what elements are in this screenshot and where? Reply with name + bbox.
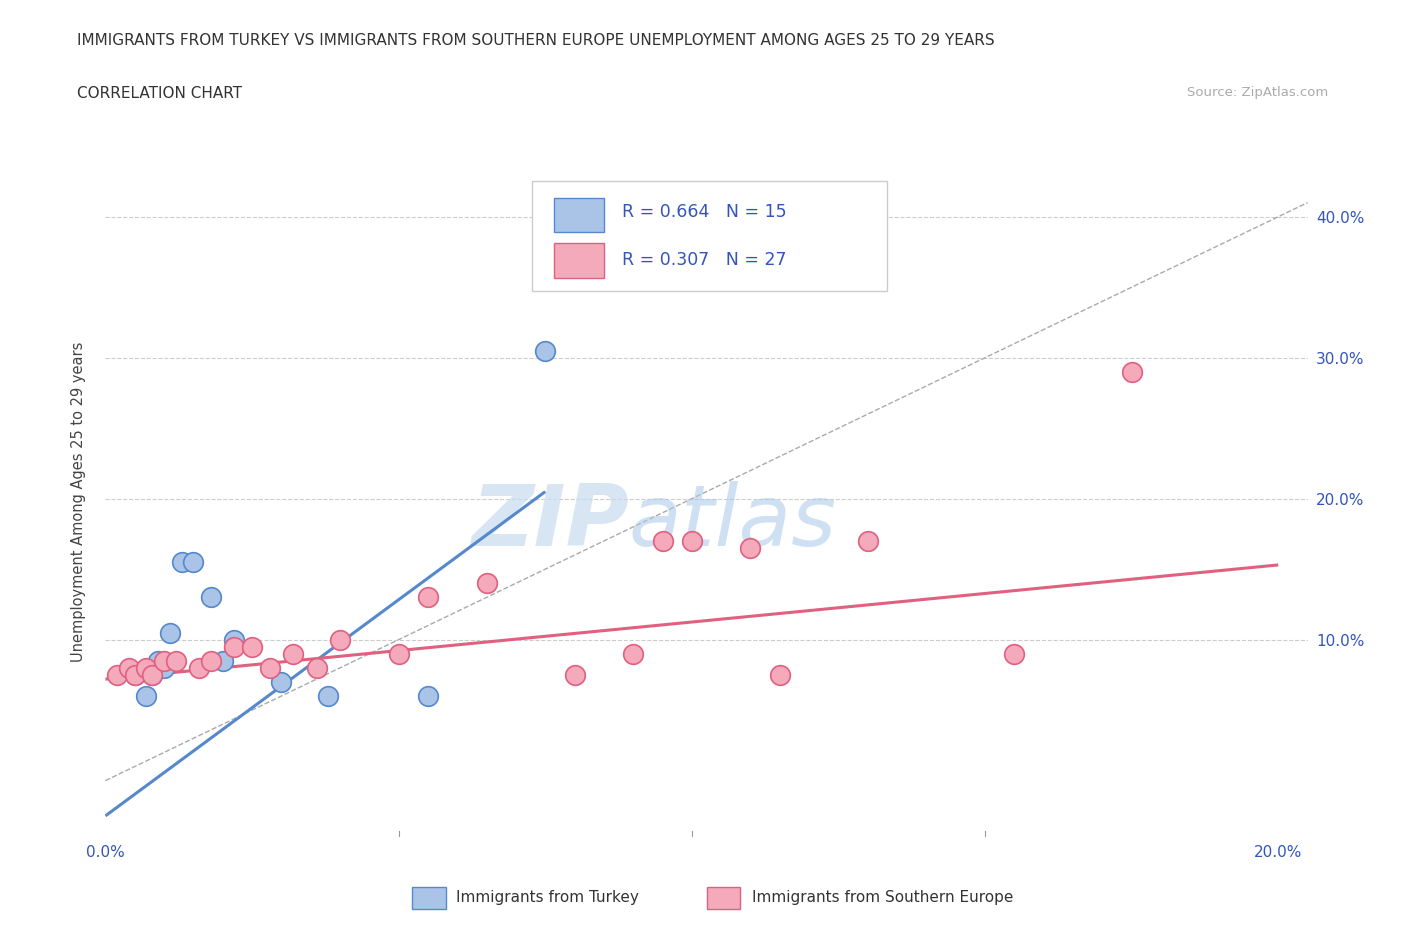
Point bbox=[153, 660, 176, 675]
Point bbox=[188, 660, 211, 675]
Point bbox=[769, 668, 792, 683]
Point bbox=[259, 660, 281, 675]
Point bbox=[200, 590, 222, 604]
Point bbox=[281, 646, 304, 661]
FancyBboxPatch shape bbox=[707, 887, 740, 909]
Point bbox=[135, 660, 157, 675]
Point bbox=[1121, 365, 1143, 379]
Point bbox=[270, 674, 292, 689]
Text: R = 0.307   N = 27: R = 0.307 N = 27 bbox=[623, 251, 787, 270]
Point bbox=[740, 540, 762, 555]
Point bbox=[388, 646, 411, 661]
Point bbox=[534, 343, 557, 358]
Point bbox=[141, 668, 163, 683]
Point bbox=[105, 668, 128, 683]
Point bbox=[153, 654, 176, 669]
Point bbox=[135, 688, 157, 703]
FancyBboxPatch shape bbox=[533, 180, 887, 291]
Text: IMMIGRANTS FROM TURKEY VS IMMIGRANTS FROM SOUTHERN EUROPE UNEMPLOYMENT AMONG AGE: IMMIGRANTS FROM TURKEY VS IMMIGRANTS FRO… bbox=[77, 33, 995, 47]
Text: R = 0.664   N = 15: R = 0.664 N = 15 bbox=[623, 204, 787, 221]
FancyBboxPatch shape bbox=[554, 197, 605, 232]
Text: Source: ZipAtlas.com: Source: ZipAtlas.com bbox=[1188, 86, 1329, 99]
Point bbox=[183, 554, 205, 569]
Point bbox=[316, 688, 339, 703]
Point bbox=[475, 576, 498, 591]
Point bbox=[651, 534, 673, 549]
Text: Immigrants from Turkey: Immigrants from Turkey bbox=[457, 890, 640, 905]
Point bbox=[416, 688, 439, 703]
FancyBboxPatch shape bbox=[412, 887, 446, 909]
Point bbox=[240, 639, 263, 654]
Point bbox=[118, 660, 141, 675]
Y-axis label: Unemployment Among Ages 25 to 29 years: Unemployment Among Ages 25 to 29 years bbox=[72, 342, 86, 662]
Point bbox=[856, 534, 879, 549]
Point bbox=[329, 632, 352, 647]
Text: ZIP: ZIP bbox=[471, 481, 628, 564]
Point bbox=[141, 668, 163, 683]
FancyBboxPatch shape bbox=[554, 243, 605, 278]
Point bbox=[1002, 646, 1025, 661]
Point bbox=[124, 668, 146, 683]
Point bbox=[621, 646, 644, 661]
Point bbox=[165, 654, 187, 669]
Point bbox=[148, 654, 170, 669]
Point bbox=[681, 534, 703, 549]
Point bbox=[200, 654, 222, 669]
Point bbox=[305, 660, 328, 675]
Text: atlas: atlas bbox=[628, 481, 837, 564]
Text: CORRELATION CHART: CORRELATION CHART bbox=[77, 86, 242, 100]
Point bbox=[416, 590, 439, 604]
Text: Immigrants from Southern Europe: Immigrants from Southern Europe bbox=[752, 890, 1014, 905]
Point bbox=[224, 632, 246, 647]
Point bbox=[564, 668, 586, 683]
Point bbox=[224, 639, 246, 654]
Point bbox=[124, 668, 146, 683]
Point bbox=[170, 554, 193, 569]
Point bbox=[159, 625, 181, 640]
Point bbox=[211, 654, 233, 669]
